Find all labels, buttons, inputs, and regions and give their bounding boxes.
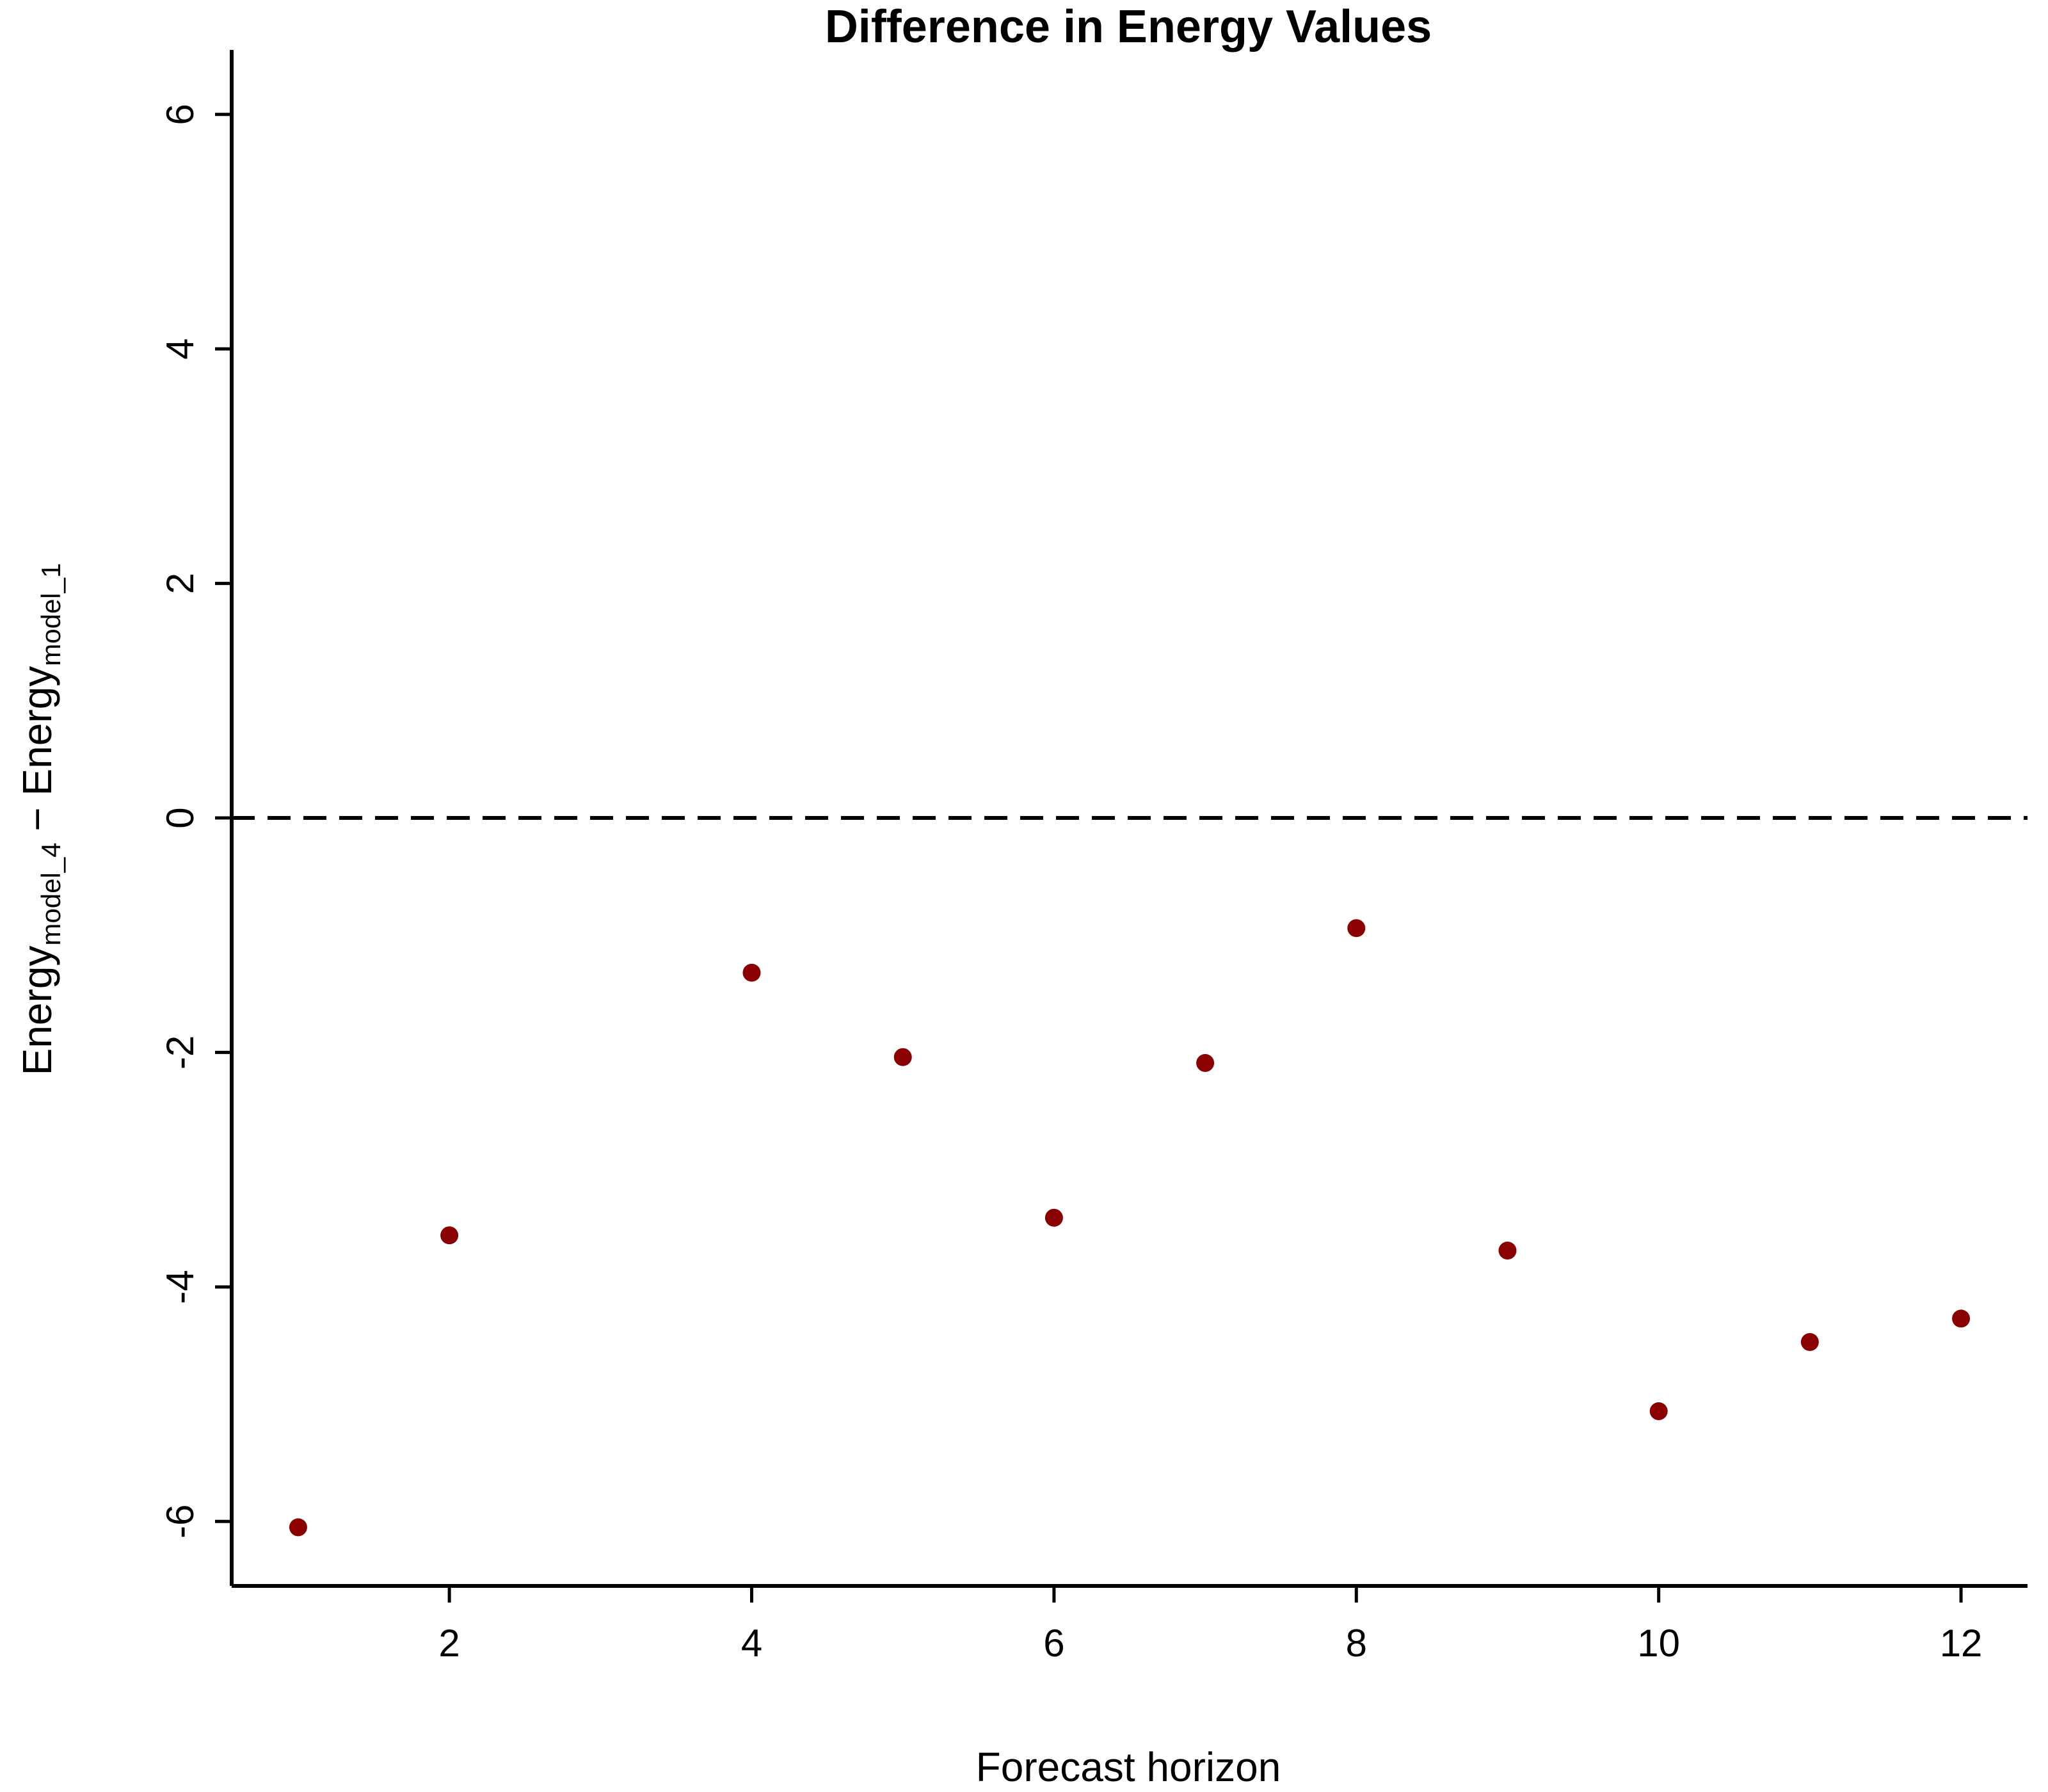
x-tick-label: 12 <box>1940 1622 1983 1665</box>
data-point <box>289 1518 307 1537</box>
data-point <box>1952 1309 1971 1328</box>
x-axis-label: Forecast horizon <box>976 1744 1281 1790</box>
y-axis-label-main-a: Energy <box>14 946 60 1076</box>
y-tick-label: -2 <box>159 1036 202 1069</box>
y-axis-label-sub-a: model_4 <box>36 842 66 945</box>
y-axis-label-sub-b: model_1 <box>36 563 66 666</box>
y-tick-label: 2 <box>159 573 202 594</box>
x-tick-label: 8 <box>1346 1622 1367 1665</box>
y-tick-label: 6 <box>159 104 202 125</box>
data-point <box>893 1048 912 1066</box>
y-tick-label: 4 <box>159 338 202 359</box>
y-axis-ticks: -6 -4 -2 0 2 4 6 <box>159 104 232 1539</box>
y-axis-label: Energymodel_4 − Energymodel_1 <box>14 563 66 1076</box>
data-point <box>1800 1332 1819 1351</box>
data-point <box>1196 1053 1215 1072</box>
x-tick-label: 4 <box>741 1622 762 1665</box>
data-point <box>1498 1242 1517 1260</box>
y-axis-label-main-b: Energy <box>14 666 60 796</box>
data-point <box>742 963 761 982</box>
data-point <box>1649 1402 1668 1421</box>
data-points <box>289 919 1971 1537</box>
x-axis-ticks: 2 4 6 8 10 12 <box>438 1586 1982 1665</box>
y-axis-label-separator: − <box>14 796 60 843</box>
x-tick-label: 2 <box>438 1622 460 1665</box>
y-tick-label: -6 <box>159 1505 202 1539</box>
x-tick-label: 6 <box>1043 1622 1064 1665</box>
chart-title: Difference in Energy Values <box>825 1 1432 52</box>
x-tick-label: 10 <box>1637 1622 1680 1665</box>
data-point <box>440 1226 459 1245</box>
y-tick-label: 0 <box>159 807 202 828</box>
data-point <box>1044 1208 1063 1227</box>
y-tick-label: -4 <box>159 1270 202 1304</box>
data-point <box>1347 919 1366 938</box>
